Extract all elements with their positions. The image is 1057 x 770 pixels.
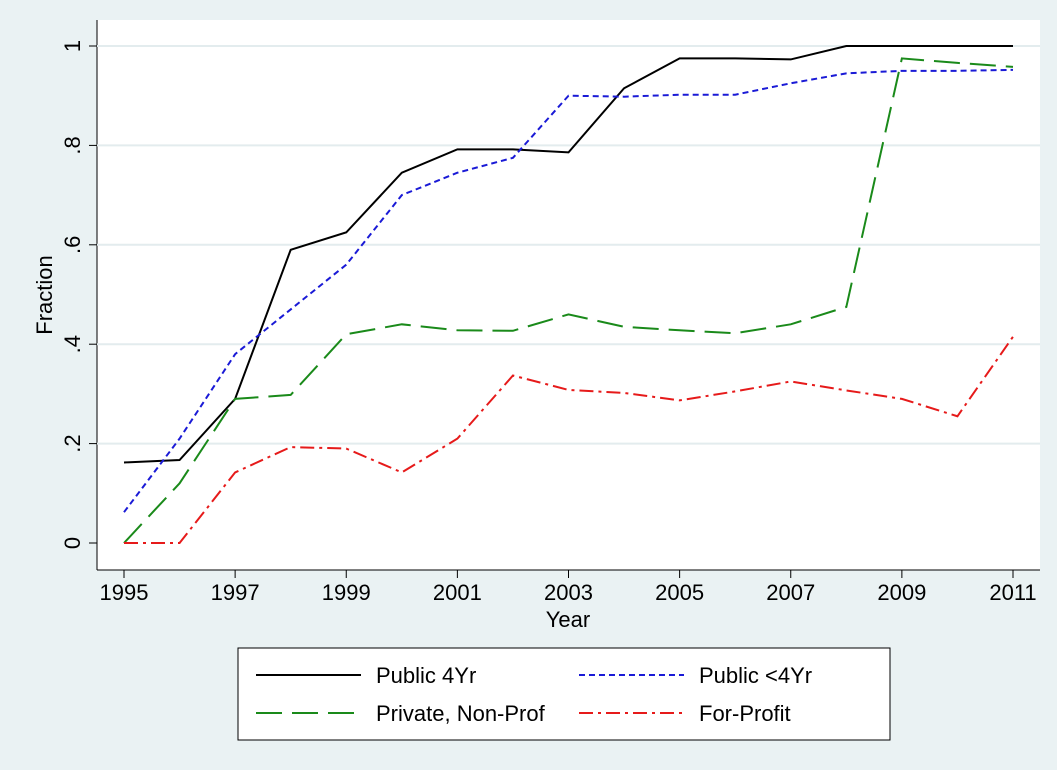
x-tick-label: 2011	[989, 580, 1036, 605]
y-tick-label: .6	[60, 236, 85, 254]
y-tick-label: 0	[60, 537, 85, 549]
y-tick-label: 1	[60, 40, 85, 52]
x-tick-label: 2005	[655, 580, 704, 605]
x-tick-label: 2009	[877, 580, 926, 605]
x-axis-title: Year	[546, 607, 590, 632]
legend-label: Public <4Yr	[699, 663, 812, 688]
x-tick-label: 1997	[211, 580, 260, 605]
series-line	[123, 68, 1014, 513]
legend-label: Private, Non-Prof	[376, 701, 546, 726]
legend-label: For-Profit	[699, 701, 791, 726]
series-line	[123, 57, 1014, 544]
y-tick-label: .2	[60, 434, 85, 452]
legend-label: Public 4Yr	[376, 663, 476, 688]
y-tick-label: .4	[60, 335, 85, 353]
plot-area	[97, 20, 1040, 570]
x-tick-label: 2001	[433, 580, 482, 605]
y-axis-title: Fraction	[32, 255, 57, 334]
y-tick-label: .8	[60, 136, 85, 154]
x-tick-label: 2003	[544, 580, 593, 605]
legend	[237, 647, 891, 741]
series-line	[123, 45, 1013, 464]
x-tick-label: 2007	[766, 580, 815, 605]
x-tick-label: 1995	[100, 580, 149, 605]
x-tick-label: 1999	[322, 580, 371, 605]
